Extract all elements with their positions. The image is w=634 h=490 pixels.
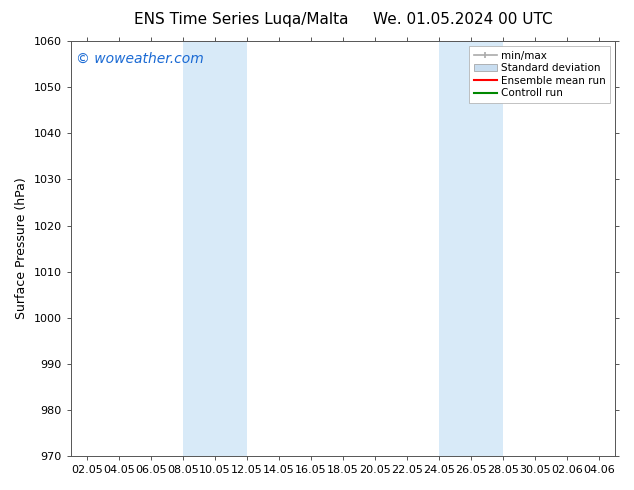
Bar: [439, 41, 503, 456]
Y-axis label: Surface Pressure (hPa): Surface Pressure (hPa): [15, 178, 28, 319]
Text: © woweather.com: © woweather.com: [76, 51, 204, 66]
Text: ENS Time Series Luqa/Malta: ENS Time Series Luqa/Malta: [134, 12, 348, 27]
Bar: [183, 41, 247, 456]
Legend: min/max, Standard deviation, Ensemble mean run, Controll run: min/max, Standard deviation, Ensemble me…: [469, 47, 610, 102]
Bar: [631, 41, 634, 456]
Text: We. 01.05.2024 00 UTC: We. 01.05.2024 00 UTC: [373, 12, 553, 27]
